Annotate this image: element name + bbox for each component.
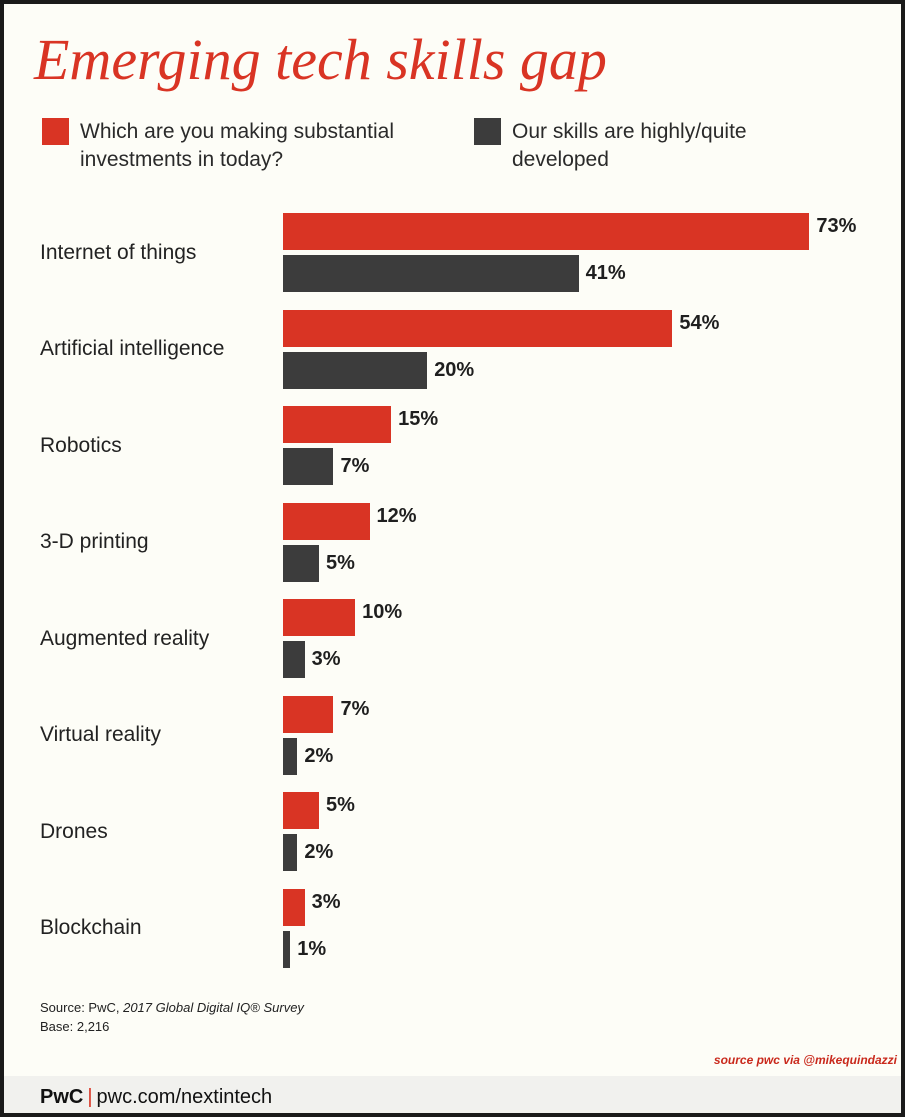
value-label-investments-3-d-printing: 12% — [376, 504, 417, 527]
bar-skills-3-d-printing — [283, 544, 320, 582]
bar-skills-robotics — [283, 448, 334, 485]
value-label-investments-robotics: 15% — [398, 408, 439, 430]
value-label-skills-3-d-printing: 5% — [326, 551, 355, 574]
value-label-investments-blockchain: 3% — [311, 890, 341, 913]
brand-separator: | — [87, 1086, 93, 1108]
value-label-skills-drones: 2% — [304, 841, 334, 863]
bar-investments-blockchain — [283, 888, 305, 926]
category-label-internet-of-things: Internet of things — [40, 240, 197, 264]
bar-investments-drones — [283, 792, 320, 829]
footer-bar — [4, 1076, 901, 1113]
legend-label-skills: Our skills are highly/quite developed — [512, 118, 747, 174]
legend-label-investments-line1: Which are you making substantial — [80, 120, 394, 143]
legend-swatch-investments — [42, 118, 69, 145]
brand-name: PwC — [40, 1086, 84, 1108]
bar-skills-augmented-reality — [283, 641, 305, 678]
value-label-skills-robotics: 7% — [340, 455, 370, 477]
legend-label-investments: Which are you making substantial investm… — [80, 118, 394, 174]
category-label-artificial-intelligence: Artificial intelligence — [40, 337, 225, 360]
bar-investments-augmented-reality — [283, 599, 356, 636]
category-label-augmented-reality: Augmented reality — [40, 626, 210, 650]
value-label-skills-internet-of-things: 41% — [585, 262, 626, 284]
bar-investments-internet-of-things — [283, 213, 810, 250]
category-label-3-d-printing: 3-D printing — [40, 530, 149, 553]
source-note: Source: PwC, 2017 Global Digital IQ® Sur… — [40, 1000, 304, 1015]
bar-skills-artificial-intelligence — [283, 351, 428, 389]
value-label-skills-artificial-intelligence: 20% — [434, 358, 475, 381]
value-label-investments-artificial-intelligence: 54% — [679, 311, 720, 334]
bar-skills-virtual-reality — [283, 737, 298, 775]
legend-swatch-skills — [474, 118, 501, 145]
category-label-virtual-reality: Virtual reality — [40, 723, 161, 746]
bar-skills-drones — [283, 834, 298, 871]
bar-investments-virtual-reality — [283, 695, 334, 733]
base-note: Base: 2,216 — [40, 1019, 110, 1034]
footer-url[interactable]: pwc.com/nextintech — [96, 1086, 273, 1108]
source-prefix: Source: PwC, — [40, 1000, 124, 1015]
legend-label-skills-line1: Our skills are highly/quite — [512, 120, 747, 143]
legend-label-investments-line2: investments in today? — [80, 148, 284, 171]
category-label-blockchain: Blockchain — [40, 916, 142, 939]
value-label-investments-internet-of-things: 73% — [816, 215, 857, 237]
credit-note: source pwc via @mikequindazzi — [713, 1053, 897, 1067]
source-publication: 2017 Global Digital IQ® Survey — [123, 1000, 304, 1015]
category-label-robotics: Robotics — [40, 433, 122, 457]
bar-skills-internet-of-things — [283, 255, 579, 292]
value-label-investments-augmented-reality: 10% — [362, 601, 403, 623]
bar-investments-robotics — [283, 406, 392, 443]
bar-investments-3-d-printing — [283, 502, 370, 540]
value-label-skills-virtual-reality: 2% — [304, 744, 334, 767]
footer-brand: PwC | pwc.com/nextintech — [40, 1086, 272, 1109]
value-label-skills-augmented-reality: 3% — [311, 648, 341, 670]
bar-investments-artificial-intelligence — [283, 309, 673, 347]
legend-label-skills-line2: developed — [512, 148, 609, 171]
category-label-drones: Drones — [40, 819, 108, 843]
value-label-skills-blockchain: 1% — [297, 937, 327, 960]
value-label-investments-virtual-reality: 7% — [340, 697, 370, 720]
bar-skills-blockchain — [283, 930, 291, 968]
chart-title: Emerging tech skills gap — [34, 27, 607, 92]
infographic: Emerging tech skills gap Which are you m… — [4, 4, 901, 1113]
value-label-investments-drones: 5% — [326, 794, 355, 816]
